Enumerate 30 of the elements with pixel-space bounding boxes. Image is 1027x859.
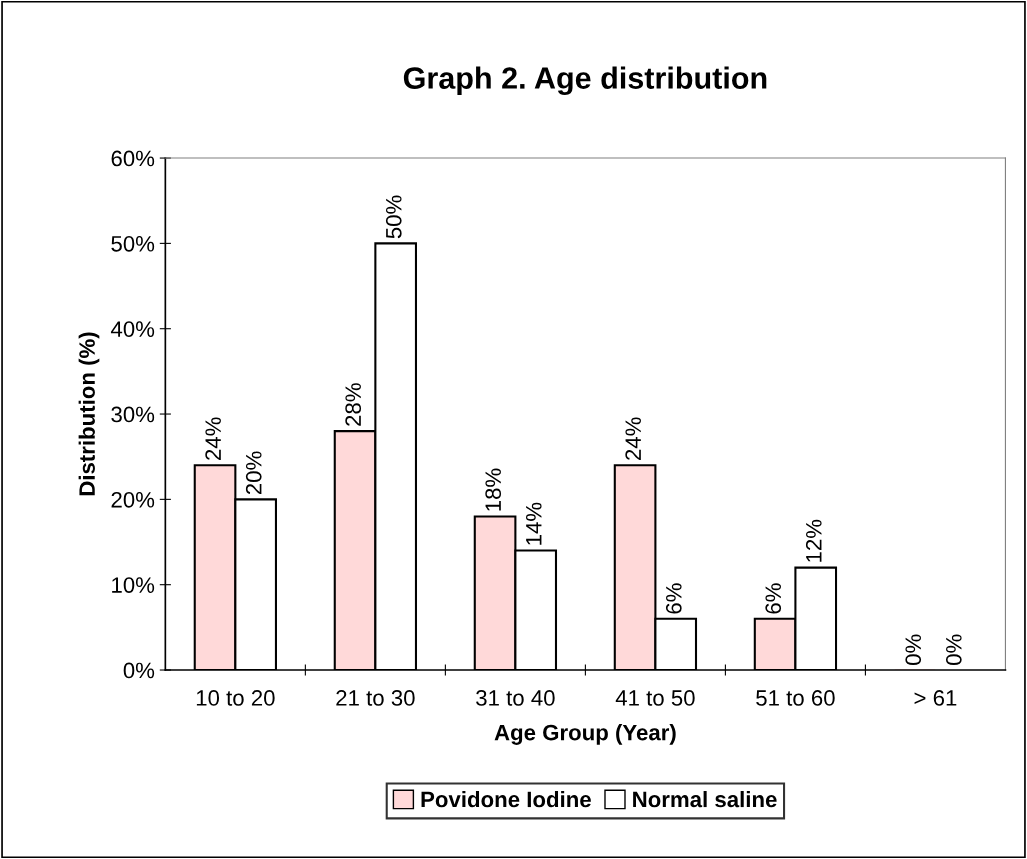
y-tick-label: 0% [123, 662, 155, 679]
data-label: 18% [485, 468, 502, 511]
x-tick-label: 31 to 40 [476, 690, 555, 706]
data-label: 24% [205, 417, 221, 460]
data-label: 24% [625, 417, 641, 460]
chart-title: Graph 2. Age distribution [403, 66, 767, 96]
data-label: 50% [385, 195, 402, 239]
x-axis-title: Age Group (Year) [494, 724, 676, 745]
y-tick-label: 50% [111, 235, 155, 252]
y-tick-label: 40% [110, 321, 155, 337]
x-tick-label: 41 to 50 [615, 690, 695, 706]
data-label: 0% [945, 634, 962, 665]
x-tick-label: 21 to 30 [336, 690, 415, 706]
data-label: 12% [805, 519, 822, 562]
y-tick-label: 60% [111, 150, 155, 167]
x-tick-label: 51 to 60 [756, 690, 835, 706]
x-tick-label: 10 to 20 [196, 690, 275, 706]
y-tick-label: 10% [112, 577, 155, 593]
data-label: 28% [345, 383, 362, 426]
data-label: 14% [526, 502, 542, 545]
data-label: 6% [665, 583, 682, 614]
y-axis-title: Distribution (%) [78, 332, 100, 496]
x-tick-label: > 61 [914, 690, 957, 706]
data-label: 6% [765, 583, 782, 614]
y-tick-label: 30% [111, 406, 155, 423]
data-label: 0% [905, 634, 922, 665]
legend-label: Normal saline [633, 790, 777, 808]
data-label: 20% [245, 451, 262, 495]
legend-label: Povidone Iodine [421, 790, 591, 808]
y-tick-label: 20% [111, 491, 155, 508]
